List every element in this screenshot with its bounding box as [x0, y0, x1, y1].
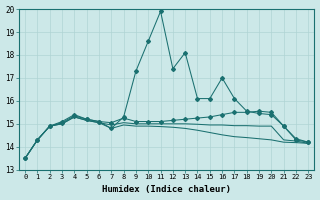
X-axis label: Humidex (Indice chaleur): Humidex (Indice chaleur)	[102, 185, 231, 194]
